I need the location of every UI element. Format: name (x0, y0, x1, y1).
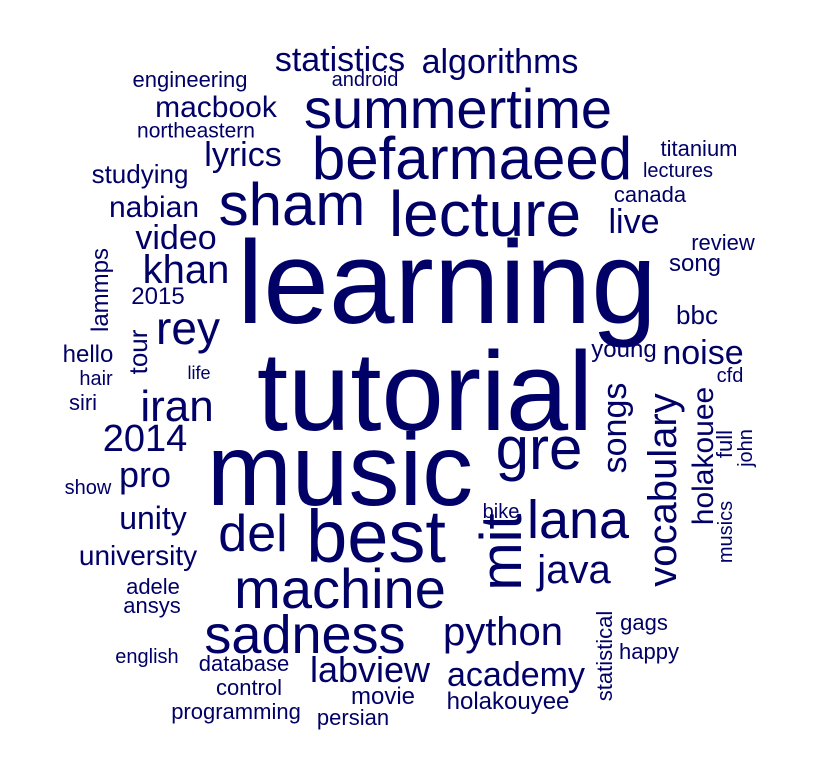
word-summertime: summertime (303, 77, 613, 140)
word-lana: lana (526, 490, 630, 550)
word-noise: noise (662, 334, 744, 372)
word-music: music (206, 413, 474, 527)
word-control: control (215, 675, 283, 700)
word-android: android (331, 69, 399, 91)
word-mit: mit (469, 513, 534, 591)
word-hair: hair (79, 368, 113, 390)
word-rey: rey (156, 302, 220, 354)
word-macbook: macbook (155, 91, 277, 124)
word-lyrics: lyrics (204, 136, 282, 174)
word-database: database (198, 651, 290, 676)
word-python: python (442, 610, 564, 654)
word-lecture: lecture (388, 178, 582, 250)
word-holakouyee: holakouyee (446, 688, 570, 715)
word-khan: khan (142, 248, 230, 292)
word-hello: hello (62, 341, 114, 368)
word-vocabulary: vocabulary (641, 393, 685, 587)
word-iran: iran (140, 382, 214, 431)
word-bbc: bbc (676, 300, 718, 330)
word-ansys: ansys (123, 593, 181, 618)
word-movie: movie (350, 683, 416, 710)
word-cfd: cfd (716, 365, 744, 387)
word-lammps: lammps (87, 247, 114, 333)
word-video: video (135, 219, 217, 257)
word-songs: songs (596, 382, 634, 474)
word-del: del (218, 505, 288, 563)
word-gags: gags (620, 610, 668, 635)
word-befarmaeed: befarmaeed (311, 125, 633, 192)
word-musics: musics (715, 500, 737, 564)
word-best: best (306, 495, 446, 578)
word-review: review (691, 230, 755, 255)
word-adele: adele (126, 574, 180, 599)
word-university: university (78, 540, 198, 571)
word-song: song (668, 250, 722, 277)
word-persian: persian (316, 705, 390, 730)
word-unity: unity (119, 500, 187, 536)
word-academy: academy (447, 656, 585, 694)
word-gre: gre (495, 415, 583, 482)
word-nabian: nabian (108, 191, 200, 224)
word-live: live (608, 203, 660, 241)
word-lectures: lectures (642, 160, 714, 182)
word-studying: studying (91, 159, 189, 189)
word-tour: tour (123, 329, 153, 375)
word-java: java (537, 548, 611, 592)
word-life: life (187, 363, 211, 383)
word-statistics: statistics (274, 41, 406, 79)
word-john: john (735, 429, 757, 467)
word-young: young (591, 336, 657, 363)
word-show: show (64, 477, 112, 499)
word-northeastern: northeastern (137, 119, 255, 143)
word-bike: bike (482, 501, 520, 523)
word-labview: labview (309, 649, 431, 690)
word-full: full (712, 429, 737, 459)
word-2015: 2015 (131, 283, 185, 310)
word-tutorial: tutorial (256, 329, 594, 454)
word-programming: programming (171, 699, 301, 724)
word-pro: pro (118, 454, 172, 495)
word-titanium: titanium (660, 136, 738, 161)
word-sham: sham (218, 171, 366, 238)
word-algorithms: algorithms (421, 43, 579, 81)
word-siri: siri (68, 390, 98, 415)
word-statistical: statistical (592, 610, 617, 702)
word-english: english (115, 646, 179, 668)
word-machine: machine (234, 557, 446, 620)
word-learning: learning (237, 217, 657, 349)
word-sadness: sadness (204, 605, 406, 665)
word-engineering: engineering (132, 67, 248, 92)
word-canada: canada (613, 182, 687, 207)
word-happy: happy (619, 639, 679, 664)
word-2014: 2014 (102, 418, 188, 460)
